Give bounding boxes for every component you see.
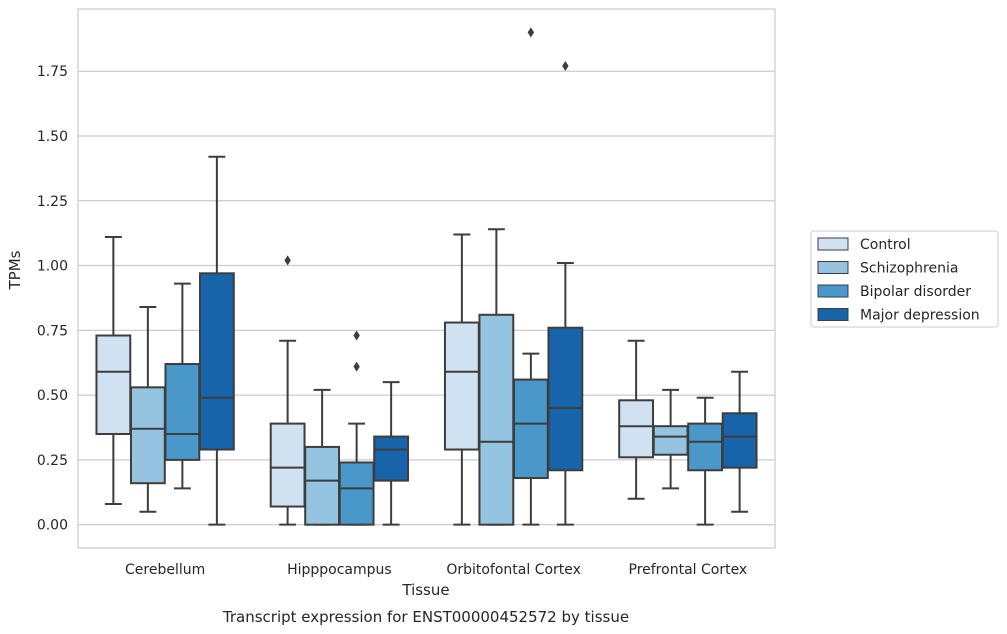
x-tick-label: Prefrontal Cortex xyxy=(629,562,748,578)
box xyxy=(687,396,724,526)
box xyxy=(618,339,655,500)
outlier-point xyxy=(562,61,569,72)
y-axis-label: TPMs xyxy=(6,250,24,290)
chart-caption: Transcript expression for ENST0000045257… xyxy=(222,608,629,626)
legend-swatch xyxy=(817,261,849,274)
box-iqr xyxy=(164,363,201,461)
legend-label: Schizophrenia xyxy=(860,261,958,277)
box-iqr xyxy=(198,272,235,451)
series-control xyxy=(95,233,655,526)
box xyxy=(721,370,758,513)
box xyxy=(164,282,201,490)
box-iqr xyxy=(618,399,655,459)
legend: Control Schizophrenia Bipolar disorder Majo… xyxy=(810,230,999,328)
box-iqr xyxy=(338,461,375,526)
box xyxy=(373,381,410,526)
legend-frame xyxy=(810,230,999,328)
box-iqr xyxy=(269,422,306,508)
outlier-point xyxy=(353,361,360,372)
box-iqr xyxy=(687,422,724,472)
series-major-depression xyxy=(198,61,758,526)
y-tick-label: 0.00 xyxy=(37,518,68,534)
y-tick-label: 0.75 xyxy=(37,323,68,339)
box-iqr xyxy=(304,445,341,526)
box-iqr xyxy=(443,321,480,451)
outlier-point xyxy=(527,27,535,38)
box xyxy=(443,233,480,526)
legend-swatch xyxy=(817,284,849,298)
box-iqr xyxy=(652,425,689,456)
box xyxy=(269,255,306,526)
outlier-point xyxy=(284,255,291,266)
box xyxy=(95,236,132,505)
box xyxy=(547,61,584,526)
legend-swatch xyxy=(817,237,849,251)
box-iqr xyxy=(478,313,515,526)
x-axis-label: Tissue xyxy=(401,581,449,599)
plot-frame xyxy=(77,8,776,549)
x-tick-label: Hipppocampus xyxy=(287,562,392,578)
y-tick-labels: 0.00 0.25 0.50 0.75 1.00 1.25 1.50 1.75 xyxy=(37,64,68,533)
box-iqr xyxy=(129,386,166,485)
box xyxy=(198,155,235,526)
y-tick-label: 1.75 xyxy=(37,64,68,80)
y-tick-label: 1.50 xyxy=(37,129,68,145)
box xyxy=(129,306,166,513)
box xyxy=(304,388,341,526)
y-tick-label: 1.00 xyxy=(37,259,68,275)
outlier-point xyxy=(353,330,360,341)
box-iqr xyxy=(721,412,758,469)
series-bipolar-disorder xyxy=(164,27,724,526)
box-iqr xyxy=(373,435,410,482)
x-tick-labels: Cerebellum Hipppocampus Orbitofontal Corte… xyxy=(125,562,747,578)
y-tick-label: 0.50 xyxy=(37,388,68,404)
box-iqr xyxy=(547,326,584,472)
box-series xyxy=(95,27,758,526)
legend-label: Control xyxy=(860,237,911,253)
box xyxy=(512,27,549,526)
y-tick-label: 0.25 xyxy=(37,453,68,469)
legend-label: Bipolar disorder xyxy=(860,284,971,300)
legend-swatch xyxy=(817,308,849,321)
x-tick-label: Orbitofontal Cortex xyxy=(446,562,581,578)
series-schizophrenia xyxy=(129,228,689,526)
box-iqr xyxy=(512,378,549,480)
x-tick-label: Cerebellum xyxy=(125,562,205,578)
box-iqr xyxy=(95,334,132,435)
box xyxy=(478,228,515,526)
legend-label: Major depression xyxy=(860,308,980,324)
box xyxy=(338,330,375,526)
y-tick-label: 1.25 xyxy=(37,194,68,210)
